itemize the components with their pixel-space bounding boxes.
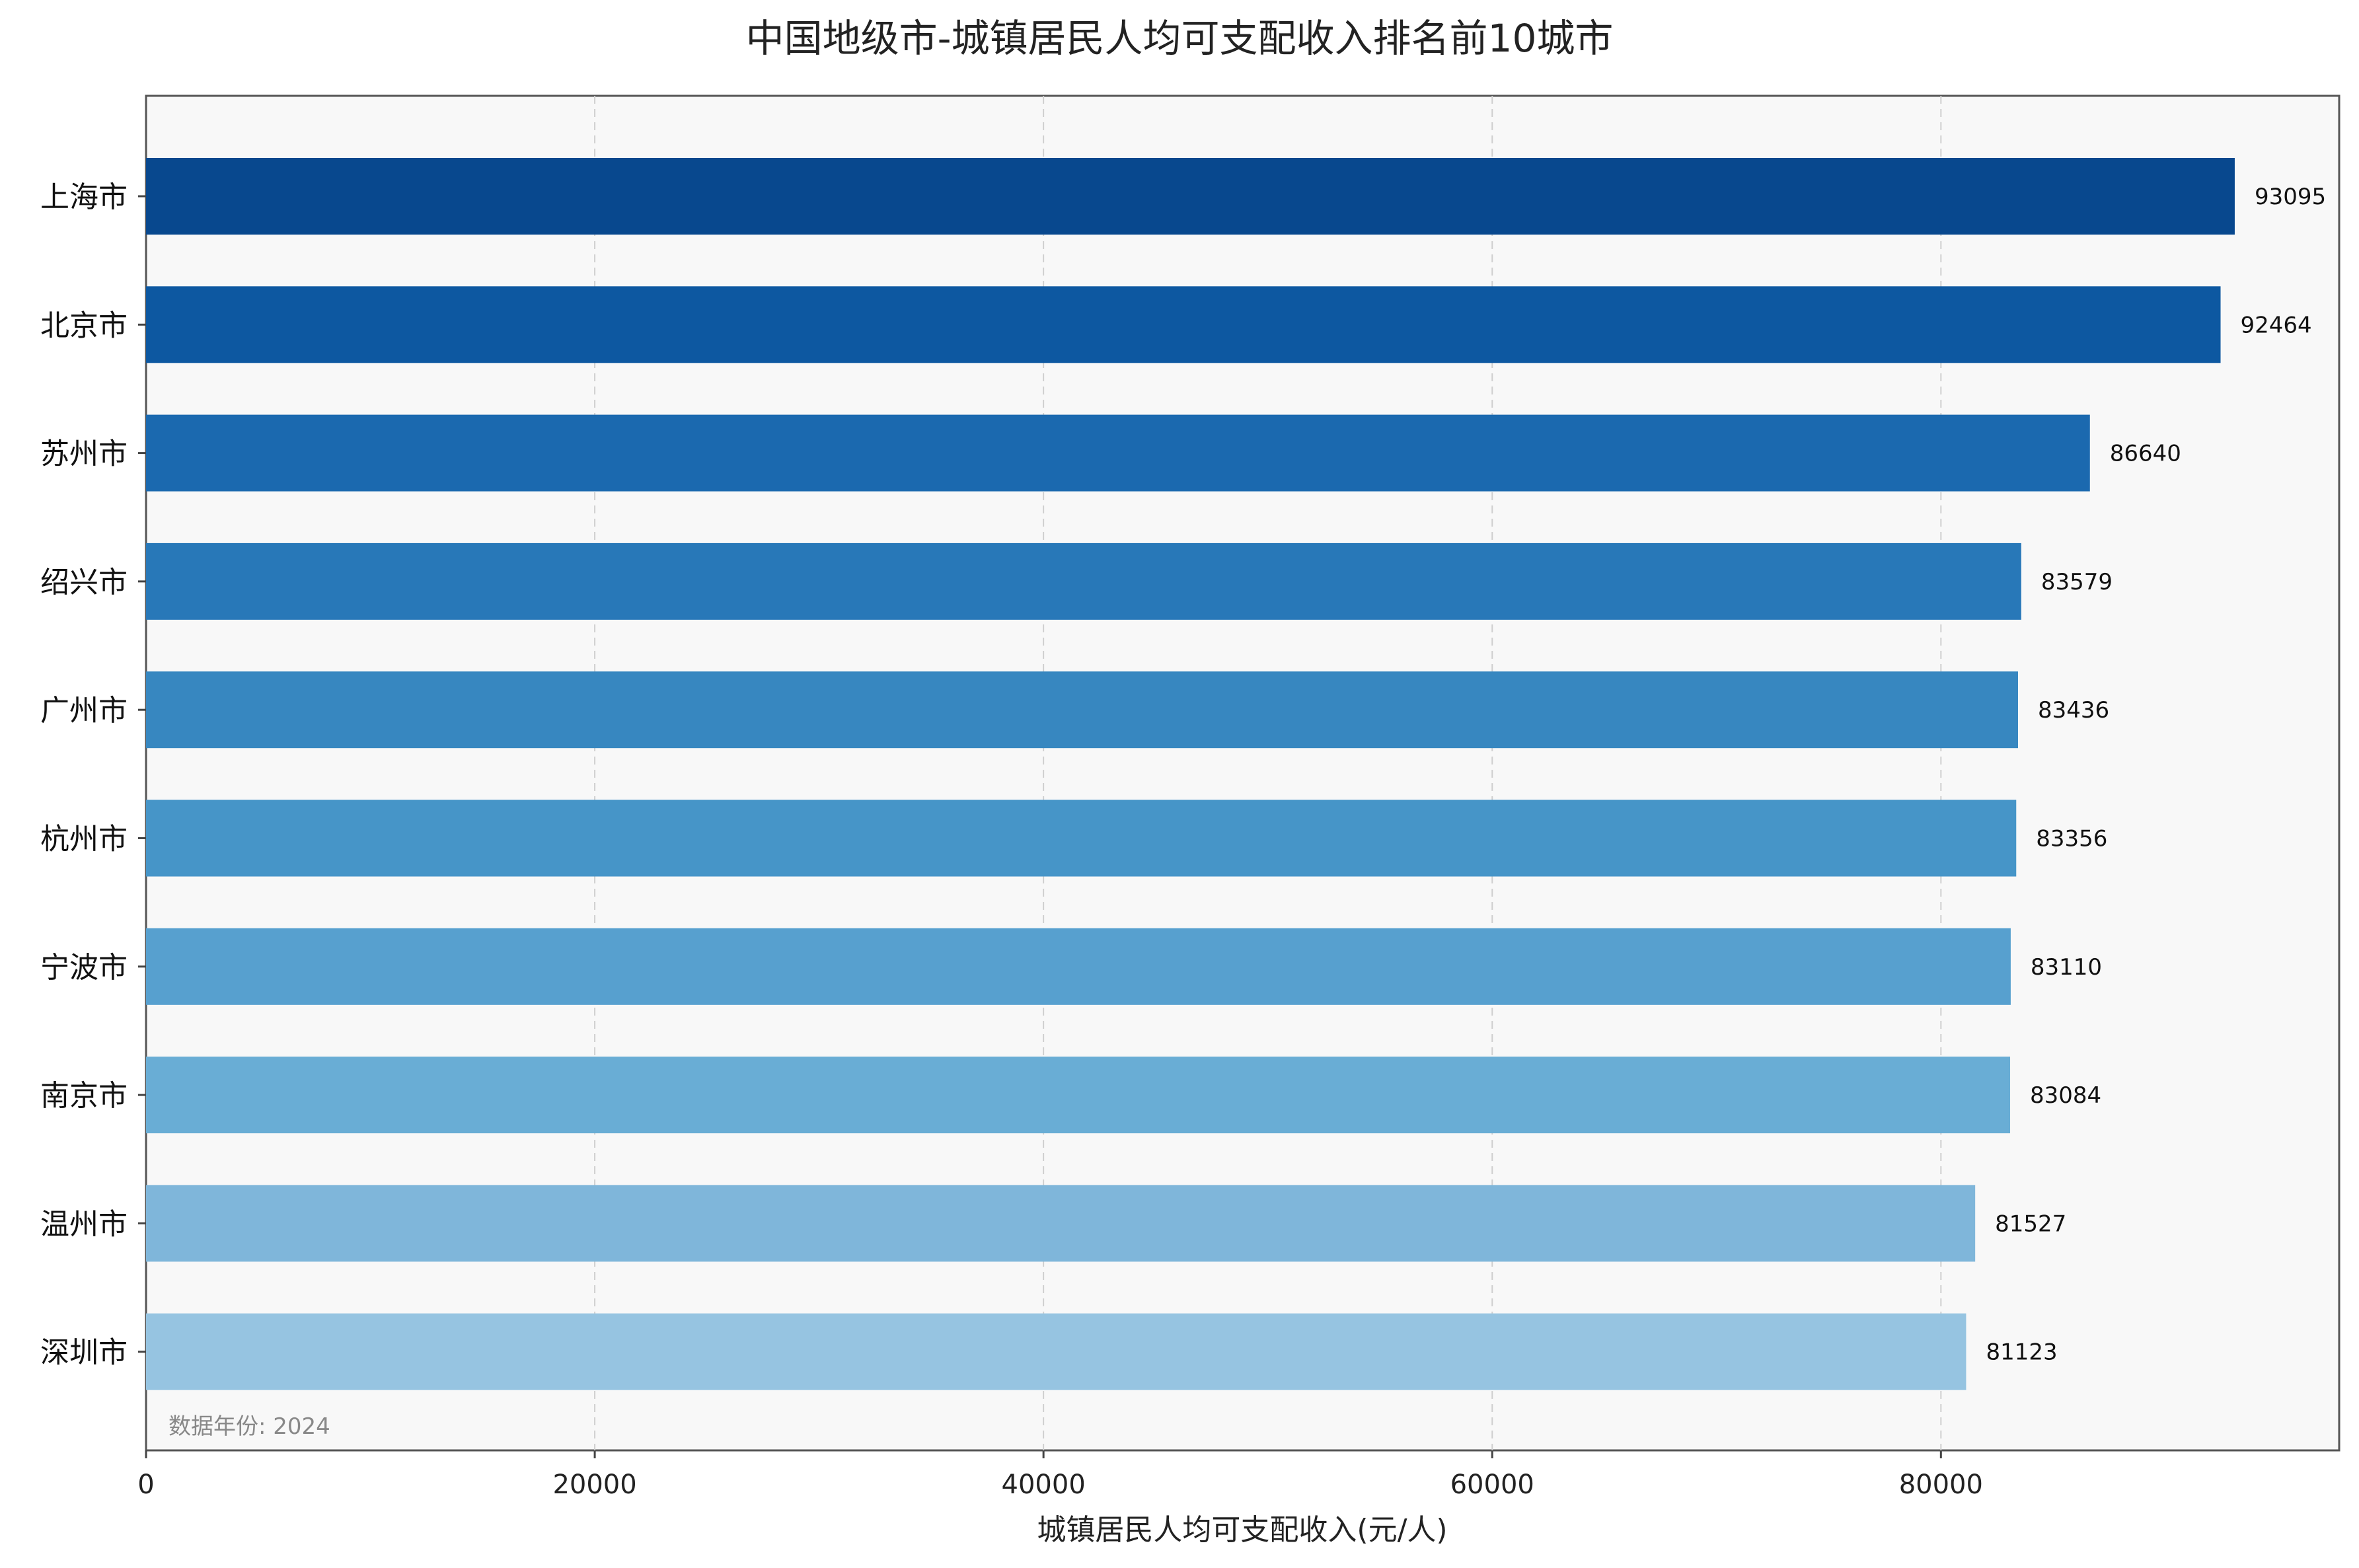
y-tick-label: 绍兴市 [40, 566, 128, 599]
y-tick-label: 南京市 [40, 1079, 128, 1113]
y-tick-label: 苏州市 [40, 437, 128, 471]
bar-value-label: 83579 [2041, 569, 2113, 595]
chart-title: 中国地级市-城镇居民人均可支配收入排名前10城市 [746, 16, 1614, 61]
x-tick-labels: 0 20000 40000 60000 80000 [137, 1450, 1983, 1500]
data-year-annotation: 数据年份: 2024 [168, 1413, 330, 1440]
y-tick-label: 上海市 [40, 180, 128, 214]
x-tick-label: 40000 [1002, 1470, 1086, 1500]
bar-value-label: 83436 [2038, 697, 2109, 724]
bar-value-label: 81527 [1995, 1211, 2066, 1237]
bar [146, 1057, 2011, 1134]
y-tick-label: 深圳市 [40, 1336, 128, 1370]
bar [146, 542, 2021, 620]
y-tick-label: 北京市 [40, 309, 128, 342]
bar-value-label: 92464 [2241, 312, 2312, 338]
bar [146, 928, 2011, 1005]
bar-value-label: 83084 [2030, 1082, 2101, 1109]
bar-value-label: 81123 [1986, 1339, 2057, 1366]
x-tick-label: 60000 [1450, 1470, 1534, 1500]
y-tick-label: 温州市 [40, 1207, 128, 1241]
bar [146, 671, 2018, 749]
y-tick-label: 广州市 [40, 694, 128, 728]
x-tick-label: 20000 [552, 1470, 636, 1500]
bar [146, 414, 2090, 492]
bar [146, 1185, 1976, 1262]
y-tick-label: 杭州市 [40, 823, 128, 856]
x-axis-label: 城镇居民人均可支配收入(元/人) [1037, 1513, 1447, 1547]
bar [146, 158, 2235, 235]
bar-value-label: 86640 [2110, 441, 2181, 467]
bar-value-label: 83356 [2036, 826, 2107, 852]
y-tick-label: 宁波市 [40, 951, 128, 985]
x-tick-label: 0 [137, 1470, 154, 1500]
bar [146, 800, 2017, 877]
bar-value-label: 93095 [2255, 184, 2326, 210]
bar [146, 1313, 1966, 1390]
bars: 93095 92464 86640 83579 83436 83356 83110 83084… [146, 158, 2326, 1390]
bar-value-label: 83110 [2031, 954, 2102, 981]
x-tick-label: 80000 [1899, 1470, 1983, 1500]
bar [146, 286, 2221, 363]
